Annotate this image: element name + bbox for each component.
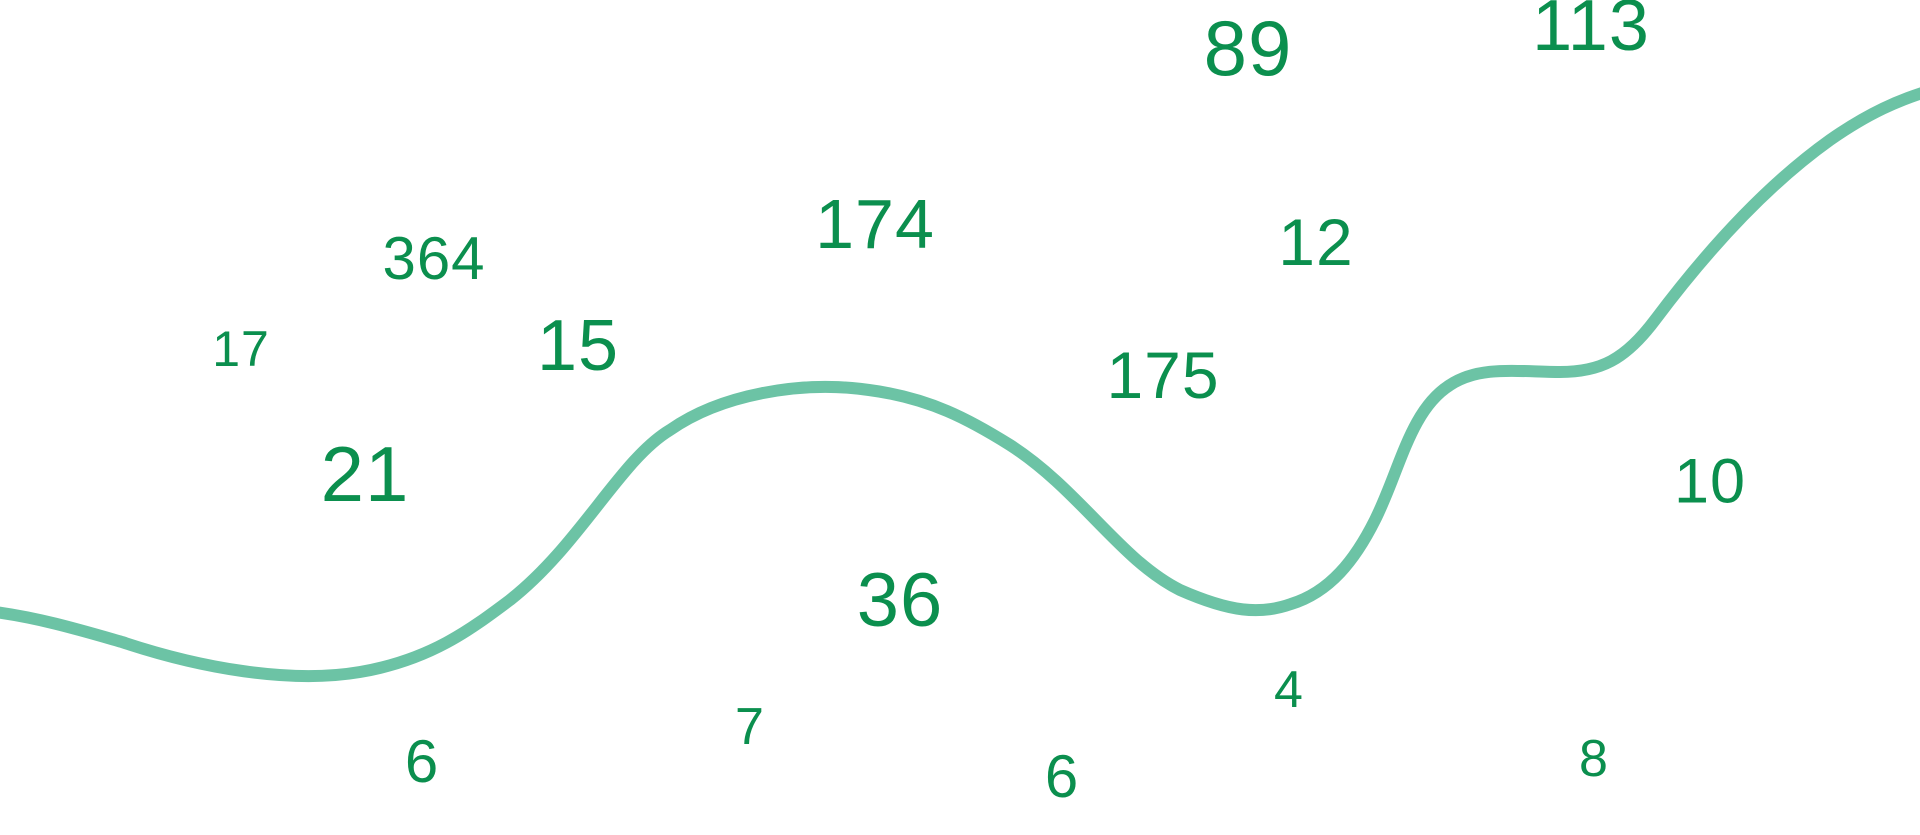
number-label: 15 (536, 306, 620, 386)
number-label: 21 (320, 430, 410, 518)
number-label: 8 (1579, 730, 1609, 788)
number-label: 10 (1673, 446, 1747, 517)
number-label: 7 (735, 698, 765, 756)
wavy-curve (0, 87, 1920, 683)
number-label: 4 (1274, 661, 1304, 719)
number-label: 6 (404, 728, 440, 795)
number-label: 6 (1044, 743, 1080, 810)
number-label: 12 (1278, 205, 1354, 279)
number-label: 113 (1532, 0, 1650, 66)
number-label: 175 (1106, 338, 1220, 412)
number-label: 89 (1203, 4, 1293, 92)
number-label: 36 (856, 558, 944, 643)
number-label: 174 (815, 185, 935, 263)
number-label: 17 (212, 321, 270, 377)
number-label: 364 (382, 225, 486, 292)
